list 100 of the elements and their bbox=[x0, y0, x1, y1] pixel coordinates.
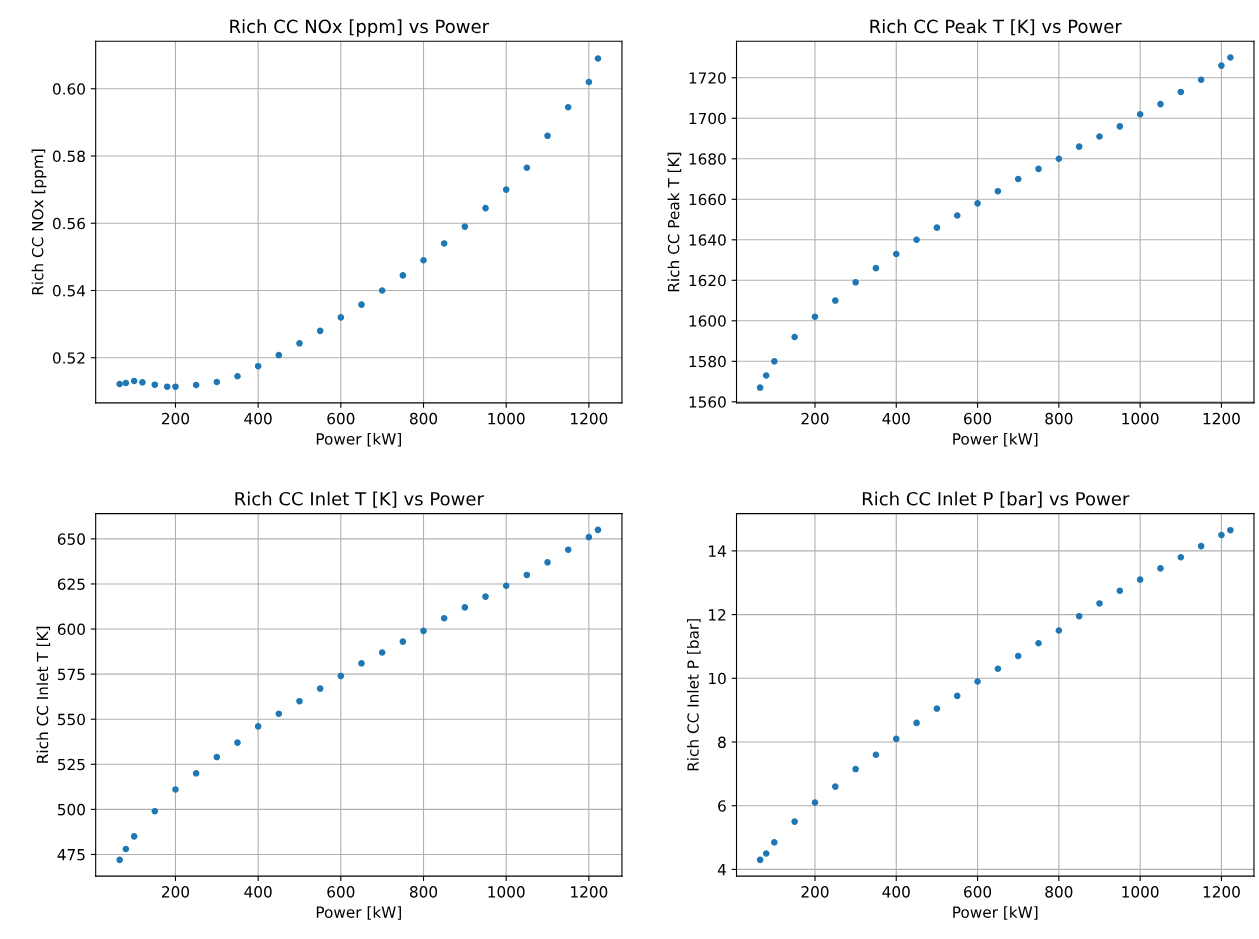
x-axis-title: Power [kW] bbox=[953, 432, 1038, 447]
point bbox=[872, 264, 880, 272]
point bbox=[791, 333, 798, 341]
x-tick-label: 200 bbox=[801, 886, 829, 898]
point bbox=[1218, 531, 1225, 539]
y-tick-label: 0.60 bbox=[52, 83, 85, 95]
point bbox=[564, 103, 572, 111]
point bbox=[892, 735, 900, 743]
y-tick-label: 1620 bbox=[689, 274, 726, 287]
y-tick-label: 1600 bbox=[689, 315, 726, 327]
y-tick-label: 525 bbox=[57, 758, 85, 771]
point bbox=[358, 660, 365, 667]
point bbox=[1014, 175, 1022, 183]
y-tick-label: 6 bbox=[718, 800, 726, 812]
point bbox=[1096, 133, 1103, 140]
point bbox=[1177, 553, 1185, 561]
chart-title: Rich CC Inlet P [bar] vs Power bbox=[862, 491, 1130, 508]
y-tick-label: 1640 bbox=[689, 234, 726, 246]
point bbox=[953, 212, 961, 219]
point bbox=[440, 614, 448, 622]
point bbox=[275, 351, 283, 359]
point bbox=[172, 383, 179, 390]
x-tick-label: 400 bbox=[244, 412, 272, 425]
y-tick-label: 475 bbox=[57, 849, 85, 861]
point bbox=[378, 649, 386, 656]
y-tick-label: 575 bbox=[57, 668, 85, 681]
point bbox=[420, 256, 427, 264]
x-tick-label: 1000 bbox=[1122, 886, 1159, 898]
y-tick-label: 4 bbox=[717, 864, 726, 876]
point bbox=[594, 55, 602, 62]
point bbox=[523, 164, 531, 172]
point bbox=[254, 723, 262, 730]
point bbox=[296, 340, 303, 347]
y-axis-title: Rich CC Inlet T [K] bbox=[36, 626, 51, 763]
y-tick-label: 14 bbox=[709, 545, 726, 557]
point bbox=[502, 186, 510, 193]
x-axis-title: Power [kW] bbox=[316, 432, 401, 447]
y-axis-title: Rich CC NOx [ppm] bbox=[31, 149, 47, 295]
point bbox=[399, 272, 407, 279]
point bbox=[151, 381, 159, 388]
y-tick-label: 1660 bbox=[689, 193, 726, 206]
point bbox=[852, 279, 859, 286]
point bbox=[994, 187, 1002, 195]
point bbox=[933, 224, 941, 231]
point bbox=[482, 204, 489, 212]
point bbox=[1227, 54, 1234, 61]
point bbox=[974, 678, 981, 685]
point bbox=[1197, 542, 1205, 550]
y-tick-label: 8 bbox=[718, 736, 726, 749]
point bbox=[116, 856, 123, 864]
point bbox=[378, 287, 386, 294]
y-tick-label: 0.52 bbox=[52, 352, 85, 364]
y-tick-label: 12 bbox=[709, 609, 726, 621]
x-tick-label: 200 bbox=[162, 412, 190, 425]
x-axis-title: Power [kW] bbox=[953, 906, 1038, 920]
point bbox=[1157, 565, 1164, 572]
point bbox=[933, 705, 941, 712]
y-tick-label: 1680 bbox=[689, 153, 726, 165]
point bbox=[151, 807, 159, 815]
point bbox=[544, 132, 551, 140]
y-tick-label: 1560 bbox=[689, 396, 726, 408]
point bbox=[461, 223, 469, 230]
x-tick-label: 800 bbox=[409, 886, 438, 898]
point bbox=[1177, 88, 1185, 96]
x-tick-label: 1000 bbox=[488, 412, 525, 425]
point bbox=[234, 739, 241, 746]
x-axis-title: Power [kW] bbox=[316, 906, 401, 920]
point bbox=[358, 301, 365, 308]
point bbox=[913, 719, 920, 727]
point bbox=[116, 380, 123, 388]
point bbox=[1197, 76, 1205, 84]
point bbox=[213, 378, 221, 386]
point bbox=[122, 379, 130, 387]
point bbox=[585, 78, 593, 86]
point bbox=[913, 236, 920, 244]
y-axis-title: Rich CC Peak T [K] bbox=[667, 152, 682, 292]
x-tick-label: 400 bbox=[244, 886, 272, 898]
y-tick-label: 10 bbox=[709, 672, 726, 685]
point bbox=[994, 665, 1002, 673]
y-tick-label: 650 bbox=[57, 533, 85, 545]
point bbox=[254, 362, 262, 370]
point bbox=[502, 582, 510, 590]
point bbox=[1035, 165, 1042, 173]
chart-title: Rich CC Peak T [K] vs Power bbox=[870, 19, 1122, 36]
x-tick-label: 1200 bbox=[571, 886, 608, 898]
point bbox=[316, 685, 324, 692]
y-tick-label: 0.56 bbox=[52, 217, 85, 230]
point bbox=[1096, 600, 1103, 607]
point bbox=[564, 546, 572, 553]
point bbox=[953, 692, 961, 700]
point bbox=[1218, 62, 1225, 69]
y-tick-label: 550 bbox=[57, 713, 85, 726]
point bbox=[213, 753, 221, 761]
point bbox=[1075, 612, 1083, 620]
point bbox=[523, 571, 531, 579]
point bbox=[192, 381, 200, 389]
x-tick-label: 200 bbox=[162, 886, 190, 898]
point bbox=[756, 384, 764, 391]
point bbox=[1157, 100, 1164, 108]
point bbox=[762, 850, 770, 857]
